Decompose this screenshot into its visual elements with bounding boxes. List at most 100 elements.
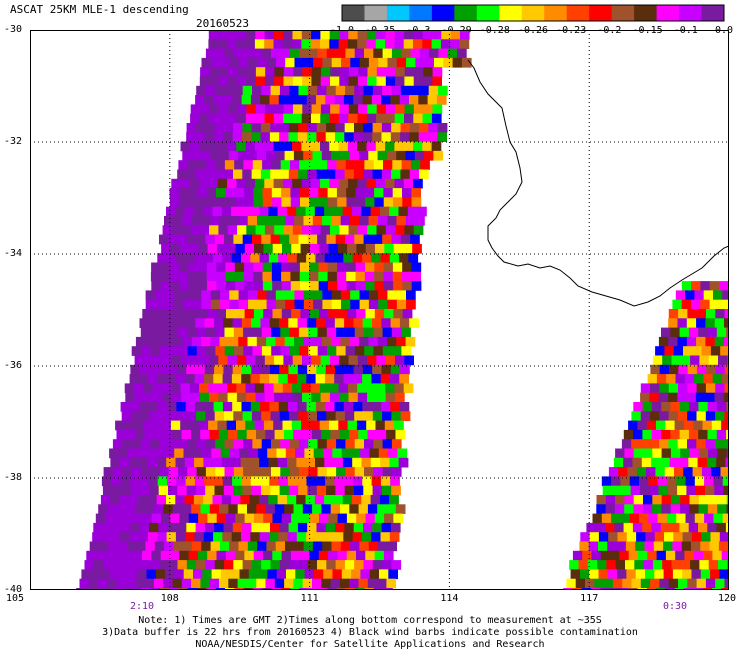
wind-cell	[623, 522, 634, 533]
wind-cell	[228, 429, 238, 440]
wind-cell	[178, 271, 189, 282]
wind-cell	[708, 448, 718, 459]
wind-cell	[306, 402, 317, 412]
wind-cell	[668, 318, 678, 328]
wind-cell	[691, 299, 701, 310]
wind-cell	[334, 402, 345, 412]
wind-cell	[713, 290, 723, 301]
wind-cell	[264, 383, 274, 394]
wind-cell	[214, 522, 224, 533]
wind-cell	[684, 550, 695, 561]
wind-cell	[594, 578, 604, 589]
wind-cell	[289, 467, 300, 477]
legend-swatch	[499, 5, 523, 21]
wind-cell	[655, 346, 665, 356]
wind-cell	[218, 392, 228, 403]
wind-cell	[232, 132, 243, 142]
wind-cell	[250, 374, 261, 384]
wind-cell	[395, 67, 406, 77]
wind-cell	[205, 411, 216, 421]
wind-cell	[279, 132, 289, 142]
wind-cell	[299, 262, 310, 273]
wind-cell	[130, 364, 141, 375]
wind-cell	[413, 178, 423, 189]
wind-cell	[246, 104, 257, 115]
wind-cell	[139, 364, 150, 375]
wind-cell	[391, 467, 402, 477]
wind-cell	[281, 513, 292, 524]
wind-cell	[686, 485, 697, 496]
wind-cell	[151, 262, 161, 273]
wind-cell	[293, 504, 304, 514]
wind-cell	[709, 541, 720, 552]
wind-cell	[650, 383, 660, 394]
wind-cell	[199, 76, 210, 87]
wind-cell	[209, 104, 219, 115]
wind-cell	[215, 160, 226, 170]
wind-cell	[634, 560, 644, 570]
wind-cell	[303, 216, 314, 226]
wind-cell	[279, 169, 290, 180]
wind-cell	[307, 411, 318, 421]
legend-swatch	[409, 5, 433, 21]
wind-cell	[720, 467, 729, 477]
wind-cell	[141, 346, 151, 356]
wind-cell	[129, 374, 140, 384]
wind-cell	[224, 346, 235, 356]
wind-cell	[170, 513, 180, 524]
wind-cell	[173, 299, 184, 310]
wind-cell	[236, 392, 247, 403]
wind-cell	[699, 560, 710, 570]
wind-cell	[322, 57, 333, 68]
wind-cell	[336, 467, 346, 477]
wind-cell	[348, 355, 359, 366]
wind-cell	[168, 439, 179, 449]
wind-cell	[419, 123, 429, 133]
wind-cell	[625, 541, 636, 552]
wind-cell	[386, 504, 397, 514]
wind-cell	[275, 57, 286, 68]
wind-cell	[367, 504, 378, 514]
wind-cell	[321, 67, 331, 77]
swath-time-right: 0:30	[662, 601, 688, 612]
wind-cell	[321, 504, 332, 514]
wind-cell	[302, 578, 313, 589]
wind-cell	[651, 457, 661, 468]
wind-cell	[670, 327, 680, 338]
wind-cell	[326, 48, 337, 59]
wind-cell	[354, 485, 364, 496]
wind-cell	[115, 420, 125, 431]
wind-cell	[160, 271, 170, 282]
wind-cell	[205, 123, 215, 133]
wind-cell	[384, 420, 395, 431]
wind-cell	[381, 132, 392, 142]
wind-cell	[210, 299, 221, 310]
wind-cell	[159, 327, 170, 338]
wind-cell	[724, 318, 729, 328]
wind-cell	[308, 327, 318, 338]
map-frame	[30, 30, 729, 590]
wind-cell	[356, 550, 366, 561]
wind-cell	[700, 569, 711, 580]
wind-cell	[373, 439, 383, 449]
wind-cell	[687, 383, 697, 394]
wind-cell	[288, 318, 298, 328]
wind-cell	[431, 39, 442, 49]
wind-cell	[409, 132, 420, 142]
wind-cell	[167, 318, 178, 328]
wind-cell	[330, 504, 341, 514]
wind-cell	[566, 578, 577, 589]
wind-cell	[112, 485, 122, 496]
wind-cell	[377, 150, 388, 161]
wind-cell	[229, 299, 240, 310]
wind-cell	[422, 30, 433, 40]
wind-cell	[288, 402, 298, 412]
wind-cell	[666, 476, 677, 487]
lon-label: 120	[717, 593, 737, 604]
wind-cell	[394, 113, 405, 124]
wind-cell	[246, 578, 257, 589]
wind-cell	[211, 448, 222, 459]
wind-cell	[345, 346, 356, 356]
wind-cell	[217, 141, 228, 152]
wind-cell	[125, 429, 136, 440]
